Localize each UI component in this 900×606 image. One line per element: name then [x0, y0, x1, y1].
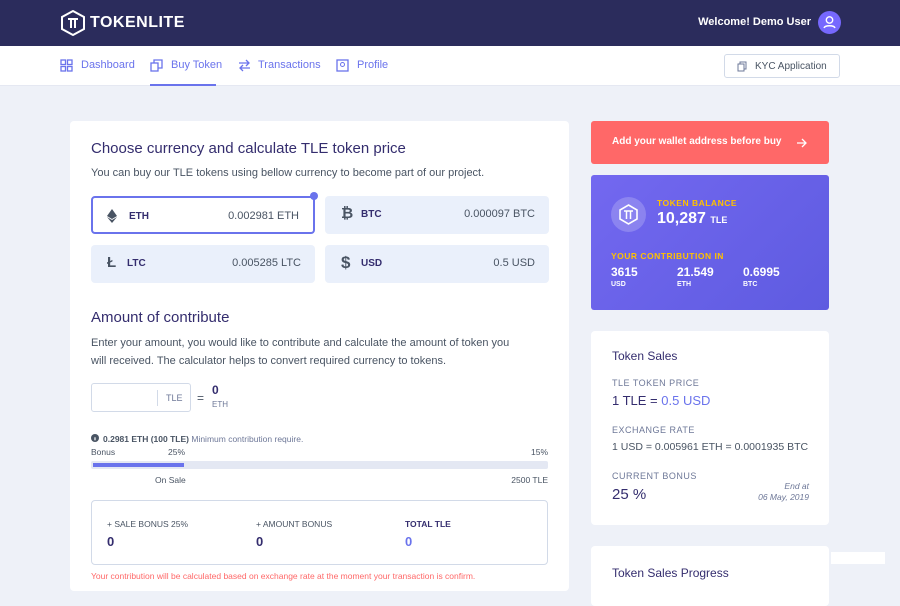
currency-price: 0.5 USD [493, 257, 535, 269]
contribution-unit: USD [611, 281, 626, 288]
minimum-text: Minimum contribution require. [191, 434, 304, 444]
balance-unit: TLE [710, 215, 728, 225]
price: 1 TLE = 0.5 USD [612, 393, 710, 408]
progress-track [91, 461, 548, 469]
title: Choose currency and calculate TLE token … [91, 140, 406, 157]
rate: 1 USD = 0.005961 ETH = 0.0001935 BTC [612, 441, 809, 453]
icon [336, 59, 349, 72]
bonus: 25 % [612, 486, 647, 503]
currency-option[interactable]: Ł LTC 0.005285 LTC [91, 245, 315, 283]
info-icon [91, 434, 99, 442]
icon [239, 59, 250, 72]
contribution-amount: 3615 [611, 265, 638, 279]
balance-card: TOKEN BALANCE 10,287 TLE YOUR CONTRIBUTI… [591, 175, 829, 310]
divider [157, 390, 158, 406]
price-label: TLE TOKEN PRICE [612, 378, 700, 388]
minimum-amount: 0.2981 ETH (100 TLE) [103, 434, 189, 444]
nav-item[interactable]: Transactions [258, 59, 321, 71]
currency-code: ETH [129, 211, 149, 222]
kyc-button[interactable]: KYC Application [724, 54, 840, 78]
bonus-box: + SALE BONUS 25% 0 + AMOUNT BONUS 0 TOTA… [91, 500, 548, 565]
wallet-button-label: Add your wallet address before buy [612, 136, 782, 147]
token-sales-card: Token Sales TLE TOKEN PRICE 1 TLE = 0.5 … [591, 331, 829, 525]
ltc-icon: Ł [107, 254, 117, 271]
currency-code: LTC [127, 258, 146, 269]
active-underline [150, 84, 216, 86]
overlay-patch [831, 552, 885, 564]
minimum-note: 0.2981 ETH (100 TLE) Minimum contributio… [103, 434, 303, 444]
bonus-item-value: 0 [107, 534, 115, 549]
usd-icon: $ [341, 253, 351, 272]
wallet-button[interactable]: Add your wallet address before buy [591, 121, 829, 164]
icon [60, 59, 73, 72]
start-label: On Sale [155, 475, 186, 485]
currency-code: BTC [361, 209, 382, 220]
bonus-item-label: + SALE BONUS 25% [107, 519, 189, 529]
currency-option[interactable]: $ USD 0.5 USD [325, 245, 549, 283]
end-date: 06 May, 2019 [758, 492, 809, 502]
balance-label: TOKEN BALANCE [657, 198, 738, 208]
currency-price: 0.002981 ETH [228, 210, 299, 222]
selected-dot [310, 192, 318, 200]
bonus-label: CURRENT BONUS [612, 471, 697, 481]
subtitle: You can buy our TLE tokens using bellow … [91, 167, 485, 179]
avatar[interactable] [818, 11, 841, 34]
input-unit: TLE [166, 393, 183, 403]
result: 0 [212, 383, 219, 397]
balance-value: 10,287 TLE [657, 210, 727, 228]
contribution-unit: ETH [677, 281, 691, 288]
currency-price: 0.005285 LTC [232, 257, 301, 269]
contribution-amount: 21.549 [677, 265, 714, 279]
contribution-label: YOUR CONTRIBUTION IN [611, 251, 724, 261]
price-value: 0.5 USD [661, 393, 711, 408]
card-title: Token Sales [612, 349, 678, 363]
eth-icon [107, 209, 117, 223]
price-prefix: 1 TLE = [612, 393, 658, 408]
progress-card: Token Sales Progress [591, 546, 829, 606]
start-percent: 25% [168, 447, 186, 457]
contribution-amount: 0.6995 [743, 265, 780, 279]
kyc-label: KYC Application [755, 61, 827, 72]
nav-item[interactable]: Profile [357, 59, 389, 71]
rate-label: EXCHANGE RATE [612, 425, 695, 435]
logo-icon [61, 10, 85, 36]
currency-option[interactable]: ₿ BTC 0.000097 BTC [325, 196, 549, 234]
btc-icon: ₿ [341, 205, 354, 222]
nav-item[interactable]: Dashboard [81, 59, 135, 71]
card-title: Token Sales Progress [612, 566, 729, 580]
section-text: Enter your amount, you would like to con… [91, 337, 510, 367]
nav-bar: Dashboard Buy Token Transactions Profile… [0, 46, 900, 86]
logo-text: TOKENLITE [90, 14, 185, 31]
end-label: End at [784, 481, 809, 491]
currency-code: USD [361, 258, 383, 269]
end-percent: 15% [530, 447, 548, 457]
top-bar: TOKENLITE Welcome! Demo User [0, 0, 900, 46]
section-title: Amount of contribute [91, 309, 230, 326]
welcome: Welcome! Demo User [698, 16, 811, 28]
nav-item[interactable]: Buy Token [171, 59, 223, 71]
bonus-item-label: TOTAL TLE [405, 519, 451, 529]
currency-option[interactable]: ETH 0.002981 ETH [91, 196, 315, 234]
currency-price: 0.000097 BTC [464, 208, 535, 220]
bonus-item-value: 0 [256, 534, 264, 549]
result-unit: ETH [212, 400, 228, 409]
contribution-unit: BTC [743, 281, 758, 288]
bonus-item-label: + AMOUNT BONUS [256, 519, 333, 529]
buy-card: Choose currency and calculate TLE token … [70, 121, 569, 591]
balance-icon [611, 197, 646, 232]
bonus-label: Bonus [91, 447, 116, 457]
note: Your contribution will be calculated bas… [91, 571, 476, 581]
amount-input[interactable]: TLE [91, 383, 191, 412]
icon [150, 59, 163, 72]
balance-amount: 10,287 [657, 210, 706, 227]
equals: = [197, 391, 205, 405]
arrow-icon [797, 138, 807, 148]
end-label: 2500 TLE [511, 475, 548, 485]
progress-fill [93, 463, 184, 467]
icon [737, 61, 747, 72]
bonus-item-value: 0 [405, 534, 413, 549]
